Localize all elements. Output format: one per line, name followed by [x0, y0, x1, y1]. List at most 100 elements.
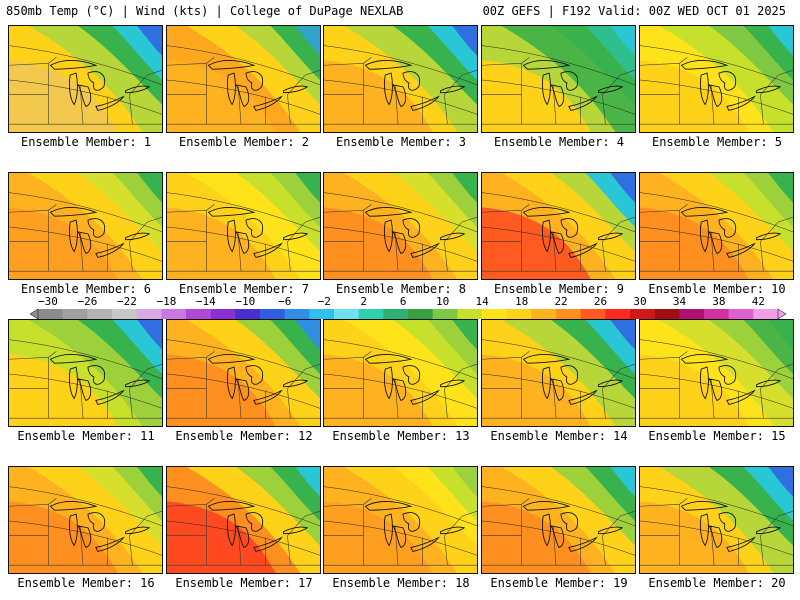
ensemble-map-5[interactable]: [639, 25, 794, 133]
great-lakes-outline: [364, 354, 466, 405]
state-borders: [482, 204, 635, 272]
ensemble-member-label: Ensemble Member: 15: [648, 429, 786, 443]
colorbar-arrow-left: [30, 309, 39, 319]
colorbar-swatch: [408, 309, 433, 319]
colorbar-swatch: [704, 309, 729, 319]
temperature-field: [167, 467, 320, 573]
ensemble-map-10[interactable]: [639, 172, 794, 280]
ensemble-member-label: Ensemble Member: 8: [335, 282, 467, 296]
isotherm-contours: [9, 339, 162, 409]
temperature-field: [482, 467, 635, 573]
ensemble-map-9[interactable]: [481, 172, 636, 280]
temperature-field: [167, 173, 320, 279]
ensemble-map-14[interactable]: [481, 319, 636, 427]
great-lakes-outline: [680, 501, 782, 552]
ensemble-member-label: Ensemble Member: 10: [648, 282, 786, 296]
isotherm-contours: [9, 486, 162, 556]
temperature-field: [324, 467, 477, 573]
colorbar-swatch: [235, 309, 261, 319]
colorbar-tick-label: 14: [475, 295, 489, 308]
ensemble-member-label: Ensemble Member: 5: [651, 135, 783, 149]
ensemble-map-12[interactable]: [166, 319, 321, 427]
temperature-field: [9, 467, 162, 573]
temperature-field: [640, 320, 793, 426]
ensemble-member-label: Ensemble Member: 9: [493, 282, 625, 296]
colorbar-swatch: [432, 309, 458, 319]
ensemble-map-7[interactable]: [166, 172, 321, 280]
colorbar-swatch: [62, 309, 88, 319]
colorbar-swatch: [482, 309, 507, 319]
colorbar-tick-label: 30: [633, 295, 647, 308]
colorbar-swatch: [284, 309, 310, 319]
colorbar-tick-label: 6: [399, 295, 407, 308]
isotherm-contours: [324, 192, 477, 262]
colorbar-swatch: [383, 309, 409, 319]
ensemble-map-16[interactable]: [8, 466, 163, 574]
ensemble-map-18[interactable]: [323, 466, 478, 574]
ensemble-map-19[interactable]: [481, 466, 636, 574]
temperature-field: [9, 173, 162, 279]
colorbar-tick-label: 22: [554, 295, 568, 308]
colorbar-swatch: [654, 309, 680, 319]
isotherm-contours: [482, 339, 635, 409]
temperature-field: [482, 26, 635, 132]
great-lakes-outline: [49, 501, 151, 552]
ensemble-member-label: Ensemble Member: 4: [493, 135, 625, 149]
ensemble-member-label: Ensemble Member: 11: [17, 429, 155, 443]
ensemble-map-4[interactable]: [481, 25, 636, 133]
ensemble-map-15[interactable]: [639, 319, 794, 427]
ensemble-member-label: Ensemble Member: 18: [332, 576, 470, 590]
temperature-field: [482, 173, 635, 279]
colorbar-swatch: [136, 309, 162, 319]
state-borders: [167, 204, 320, 272]
ensemble-map-8[interactable]: [323, 172, 478, 280]
isotherm-contours: [640, 192, 793, 262]
isotherm-contours: [9, 192, 162, 262]
temperature-field: [324, 173, 477, 279]
state-borders: [324, 498, 477, 566]
state-borders: [167, 351, 320, 419]
ensemble-map-3[interactable]: [323, 25, 478, 133]
isotherm-contours: [324, 486, 477, 556]
colorbar-swatch: [580, 309, 606, 319]
state-borders: [9, 351, 162, 419]
ensemble-map-17[interactable]: [166, 466, 321, 574]
colorbar-tick-label: 42: [751, 295, 766, 308]
colorbar-swatch: [728, 309, 754, 319]
colorbar-tick-label: −10: [235, 295, 256, 308]
isotherm-contours: [640, 45, 793, 115]
colorbar-swatch: [334, 309, 359, 319]
colorbar-tick-label: 18: [514, 295, 529, 308]
colorbar-tick-label: 2: [360, 295, 368, 308]
temperature-colorbar: [30, 309, 786, 319]
colorbar-swatch: [556, 309, 581, 319]
ensemble-map-2[interactable]: [166, 25, 321, 133]
state-borders: [482, 351, 635, 419]
colorbar-tick-label: −14: [195, 295, 216, 308]
isotherm-contours: [167, 192, 320, 262]
isotherm-contours: [640, 486, 793, 556]
ensemble-map-11[interactable]: [8, 319, 163, 427]
colorbar-tick-label: 10: [436, 295, 450, 308]
ensemble-map-6[interactable]: [8, 172, 163, 280]
temperature-field: [640, 467, 793, 573]
state-borders: [167, 498, 320, 566]
ensemble-member-label: Ensemble Member: 16: [17, 576, 155, 590]
great-lakes-outline: [522, 354, 624, 405]
temperature-field: [482, 320, 635, 426]
state-borders: [167, 57, 320, 125]
ensemble-member-label: Ensemble Member: 12: [175, 429, 313, 443]
state-borders: [640, 351, 793, 419]
ensemble-member-label: Ensemble Member: 17: [175, 576, 313, 590]
state-borders: [324, 351, 477, 419]
ensemble-map-20[interactable]: [639, 466, 794, 574]
great-lakes-outline: [49, 354, 151, 405]
ensemble-map-13[interactable]: [323, 319, 478, 427]
temperature-field: [324, 320, 477, 426]
state-borders: [324, 57, 477, 125]
ensemble-map-1[interactable]: [8, 25, 163, 133]
temperature-field: [640, 26, 793, 132]
chart-title: 850mb Temp (°C) | Wind (kts) | College o…: [6, 4, 404, 18]
colorbar-swatch: [210, 309, 236, 319]
great-lakes-outline: [207, 501, 309, 552]
